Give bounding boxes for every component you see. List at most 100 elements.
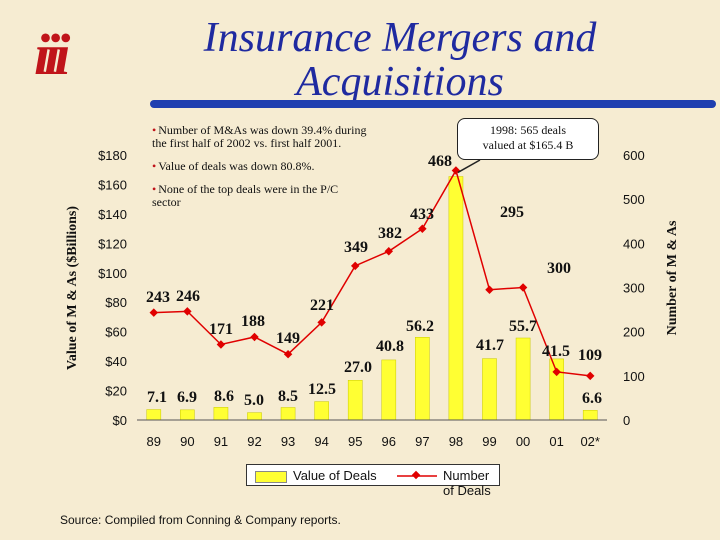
value-bar <box>381 359 397 421</box>
iii-logo: iii <box>34 22 70 87</box>
bar-value-label: 41.7 <box>476 337 504 354</box>
value-bar <box>247 412 262 421</box>
line-value-label: 109 <box>578 347 602 364</box>
line-value-label: 433 <box>410 206 434 223</box>
value-bar <box>448 176 464 421</box>
y-tick-label-right: 200 <box>623 325 645 340</box>
line-value-label: 468 <box>428 153 452 170</box>
x-tick-label: 92 <box>247 434 261 449</box>
legend-bar-swatch <box>255 471 287 483</box>
value-bar <box>347 380 363 421</box>
number-point <box>350 261 360 271</box>
bar-value-label: 6.9 <box>177 389 197 406</box>
line-value-label: 243 <box>146 289 170 306</box>
number-line <box>153 168 591 377</box>
x-tick-label: 95 <box>348 434 362 449</box>
bar-value-label: 8.5 <box>278 388 298 405</box>
y-tick-label-right: 400 <box>623 236 645 251</box>
y-tick-label-right: 600 <box>623 148 645 163</box>
line-value-label: 382 <box>378 225 402 242</box>
y-tick-label-left: $180 <box>98 148 127 163</box>
callout-line-1: 1998: 565 deals <box>490 123 566 137</box>
callout-line-2: valued at $165.4 B <box>482 138 574 152</box>
chart-legend: Value of Deals Number of Deals <box>246 464 500 498</box>
bar-value-label: 56.2 <box>406 318 434 335</box>
y-tick-label-right: 300 <box>623 281 645 296</box>
note-item: Value of deals was down 80.8%. <box>152 160 367 173</box>
bar-value-label: 27.0 <box>344 359 372 376</box>
bar-value-label: 7.1 <box>147 389 167 406</box>
source-note: Source: Compiled from Conning & Company … <box>60 513 341 527</box>
line-value-label: 188 <box>241 313 265 330</box>
y-tick-label-left: $0 <box>113 413 127 428</box>
notes-list: Number of M&As was down 39.4% during the… <box>152 124 367 219</box>
x-tick-label: 98 <box>449 434 463 449</box>
legend-line-swatch <box>397 470 437 480</box>
value-bar <box>515 337 531 421</box>
y-tick-label-right: 100 <box>623 369 645 384</box>
x-tick-label: 02* <box>580 434 600 449</box>
legend-label-number: Number of Deals <box>443 468 491 498</box>
x-tick-label: 90 <box>180 434 194 449</box>
line-value-label: 349 <box>344 239 368 256</box>
bar-value-label: 41.5 <box>542 343 570 360</box>
x-tick-label: 89 <box>147 434 161 449</box>
value-bar <box>146 409 162 421</box>
callout-box-1998: 1998: 565 deals valued at $165.4 B <box>457 118 599 160</box>
bar-value-label: 12.5 <box>308 381 336 398</box>
y-tick-label-left: $140 <box>98 207 127 222</box>
number-point <box>216 340 226 349</box>
y-tick-label-left: $20 <box>105 384 127 399</box>
number-point <box>250 332 259 342</box>
title-underline-bar <box>150 100 716 108</box>
y-tick-label-right: 500 <box>623 192 645 207</box>
value-bar <box>415 337 430 421</box>
number-point <box>418 224 427 234</box>
number-point <box>317 318 326 327</box>
x-tick-label: 97 <box>415 434 429 449</box>
line-value-label: 300 <box>547 260 571 277</box>
x-tick-label: 00 <box>516 434 530 449</box>
bar-value-label: 8.6 <box>214 388 234 405</box>
number-point <box>518 283 528 292</box>
number-point <box>149 308 159 317</box>
y-tick-label-left: $100 <box>98 266 127 281</box>
x-tick-label: 01 <box>549 434 563 449</box>
value-bar <box>582 410 598 421</box>
y-tick-label-left: $40 <box>105 354 127 369</box>
slide-title: Insurance Mergers and Acquisitions <box>150 16 650 104</box>
number-point <box>183 307 192 316</box>
value-bar <box>280 407 296 421</box>
y-tick-label-left: $160 <box>98 177 127 192</box>
line-value-label: 149 <box>276 330 300 347</box>
legend-label-value: Value of Deals <box>293 468 377 483</box>
x-tick-label: 99 <box>482 434 496 449</box>
bar-value-label: 40.8 <box>376 338 404 355</box>
x-tick-label: 91 <box>214 434 228 449</box>
line-value-label: 221 <box>310 297 334 314</box>
y-tick-label-right: 0 <box>623 413 630 428</box>
value-bar <box>180 409 195 421</box>
y-tick-label-left: $60 <box>105 325 127 340</box>
value-bar <box>314 401 329 421</box>
bar-value-label: 5.0 <box>244 392 264 409</box>
title-line-2: Acquisitions <box>296 59 504 105</box>
y-tick-label-left: $80 <box>105 295 127 310</box>
title-line-1: Insurance Mergers and <box>203 15 597 61</box>
x-tick-label: 93 <box>281 434 295 449</box>
line-value-label: 246 <box>176 288 200 305</box>
number-point <box>384 247 394 256</box>
number-point <box>552 367 561 377</box>
line-value-label: 295 <box>500 204 524 221</box>
number-point <box>485 285 494 294</box>
callout-pointer <box>457 159 481 174</box>
note-item: Number of M&As was down 39.4% during the… <box>152 124 367 150</box>
number-point <box>283 349 293 359</box>
value-bar <box>213 407 229 421</box>
x-tick-label: 94 <box>314 434 328 449</box>
y-tick-label-left: $120 <box>98 236 127 251</box>
note-item: None of the top deals were in the P/C se… <box>152 183 367 209</box>
number-point <box>585 371 595 381</box>
line-value-label: 171 <box>209 321 233 338</box>
